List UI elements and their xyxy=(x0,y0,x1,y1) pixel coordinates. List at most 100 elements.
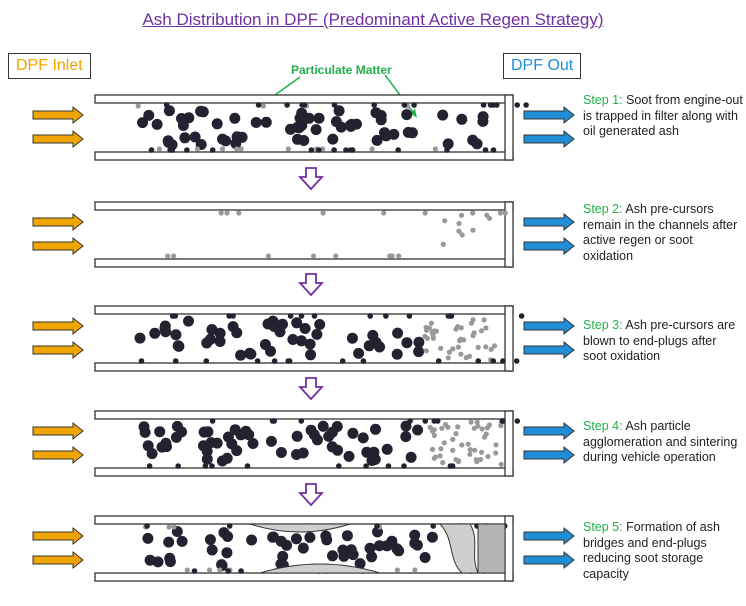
ash-particle-2 xyxy=(320,210,326,216)
ash-particle-3 xyxy=(491,343,498,349)
wall-deposit-1 xyxy=(514,102,520,108)
dpf-out-label: DPF Out xyxy=(503,53,582,79)
ash-particle-3 xyxy=(488,346,494,352)
ash-particle-5 xyxy=(206,567,213,573)
ash-particle-3 xyxy=(478,328,485,334)
ash-particle-3 xyxy=(481,317,487,323)
soot-particle-3 xyxy=(305,349,317,361)
soot-particle-3 xyxy=(311,328,323,340)
tube-bottom-wall-4 xyxy=(94,467,514,477)
soot-particle-1 xyxy=(345,120,357,132)
soot-particle-3 xyxy=(401,337,413,349)
soot-particle-4 xyxy=(265,435,277,447)
step-2-number: Step 2: xyxy=(583,202,623,216)
wall-deposit-3 xyxy=(513,358,520,364)
wall-deposit-3 xyxy=(406,313,413,319)
wall-deposit-4 xyxy=(431,418,438,424)
soot-particle-1 xyxy=(296,107,308,119)
wall-deposit-4 xyxy=(407,418,413,424)
soot-particle-5 xyxy=(204,534,216,546)
stage-down-arrow-4 xyxy=(297,483,325,507)
tube-top-wall-4 xyxy=(94,410,514,420)
wall-deposit-1 xyxy=(444,147,450,153)
wall-deposit-3 xyxy=(311,313,318,319)
ash-particle-4 xyxy=(455,459,462,465)
wall-deposit-1 xyxy=(331,102,338,108)
soot-particle-3 xyxy=(204,333,216,345)
ash-particle-4 xyxy=(479,449,485,455)
soot-particle-3 xyxy=(214,336,226,347)
soot-particle-3 xyxy=(277,318,288,330)
wall-deposit-1 xyxy=(169,147,176,153)
ash-particle-3 xyxy=(428,320,434,326)
ash-particle-2 xyxy=(218,210,224,216)
wall-deposit-3 xyxy=(518,313,525,319)
inlet-arrow-3-b xyxy=(32,340,84,360)
soot-particle-4 xyxy=(405,451,417,463)
ash-particle-1 xyxy=(432,146,438,152)
soot-particle-1 xyxy=(189,131,201,143)
ash-particle-4 xyxy=(465,441,471,447)
soot-particle-4 xyxy=(154,426,166,438)
ash-particle-5 xyxy=(171,524,177,530)
wall-deposit-4 xyxy=(385,463,392,469)
ash-particle-3 xyxy=(458,351,464,357)
soot-particle-1 xyxy=(456,113,468,125)
soot-particle-3 xyxy=(259,339,271,350)
step-2-text: Ash pre-cursors remain in the channels a… xyxy=(583,202,738,263)
soot-particle-4 xyxy=(138,421,150,433)
tube-bottom-wall-1 xyxy=(94,151,514,161)
soot-particle-3 xyxy=(206,324,218,335)
soot-particle-4 xyxy=(305,424,317,436)
soot-particle-3 xyxy=(304,338,316,350)
wall-deposit-4 xyxy=(298,418,305,424)
step-5-text: Formation of ash bridges and end-plugs r… xyxy=(583,520,720,581)
tube-top-wall-5 xyxy=(94,515,514,525)
wall-deposit-4 xyxy=(336,463,342,469)
soot-particle-1 xyxy=(330,116,342,128)
soot-particle-5 xyxy=(290,533,302,545)
ash-particle-3 xyxy=(453,326,459,332)
ash-particle-4 xyxy=(440,460,446,466)
ash-particle-4 xyxy=(472,447,478,453)
soot-particle-5 xyxy=(164,556,176,568)
step-4-text: Ash particle agglomeration and sintering… xyxy=(583,419,738,464)
wall-deposit-3 xyxy=(285,358,292,364)
ash-bridge-shape xyxy=(438,523,479,574)
ash-particle-4 xyxy=(475,423,481,429)
ash-particle-1 xyxy=(234,146,240,152)
soot-particle-1 xyxy=(401,109,413,121)
soot-particle-4 xyxy=(202,426,214,438)
wall-deposit-3 xyxy=(447,313,454,319)
inlet-arrow-2-b xyxy=(32,236,84,256)
soot-particle-1 xyxy=(137,117,148,129)
ash-particle-2 xyxy=(440,241,446,247)
soot-particle-5 xyxy=(409,529,421,541)
step-4-number: Step 4: xyxy=(583,419,623,433)
soot-particle-4 xyxy=(357,432,369,444)
wall-deposit-4 xyxy=(244,463,251,469)
wall-deposit-1 xyxy=(148,147,155,153)
step-5-number: Step 5: xyxy=(583,520,623,534)
ash-particle-2 xyxy=(381,210,387,216)
wall-deposit-4 xyxy=(363,463,369,469)
tube-top-wall-1 xyxy=(94,94,514,104)
outlet-arrow-4-a xyxy=(523,421,575,441)
wall-deposit-1 xyxy=(284,102,290,108)
ash-particle-4 xyxy=(429,446,436,452)
step-3-description: Step 3: Ash pre-cursors are blown to end… xyxy=(583,318,743,365)
ash-particle-1 xyxy=(369,146,375,152)
soot-particle-5 xyxy=(347,549,359,561)
soot-particle-5 xyxy=(366,551,378,563)
soot-particle-3 xyxy=(295,335,307,347)
soot-particle-4 xyxy=(176,426,188,438)
wall-deposit-1 xyxy=(494,102,500,108)
wall-deposit-1 xyxy=(371,102,378,108)
wall-deposit-4 xyxy=(202,463,209,469)
ash-particle-3 xyxy=(430,333,436,340)
soot-particle-3 xyxy=(172,340,184,352)
ash-particle-2 xyxy=(422,210,428,216)
soot-particle-3 xyxy=(287,334,299,345)
soot-particle-3 xyxy=(214,327,226,339)
soot-particle-4 xyxy=(347,427,359,439)
